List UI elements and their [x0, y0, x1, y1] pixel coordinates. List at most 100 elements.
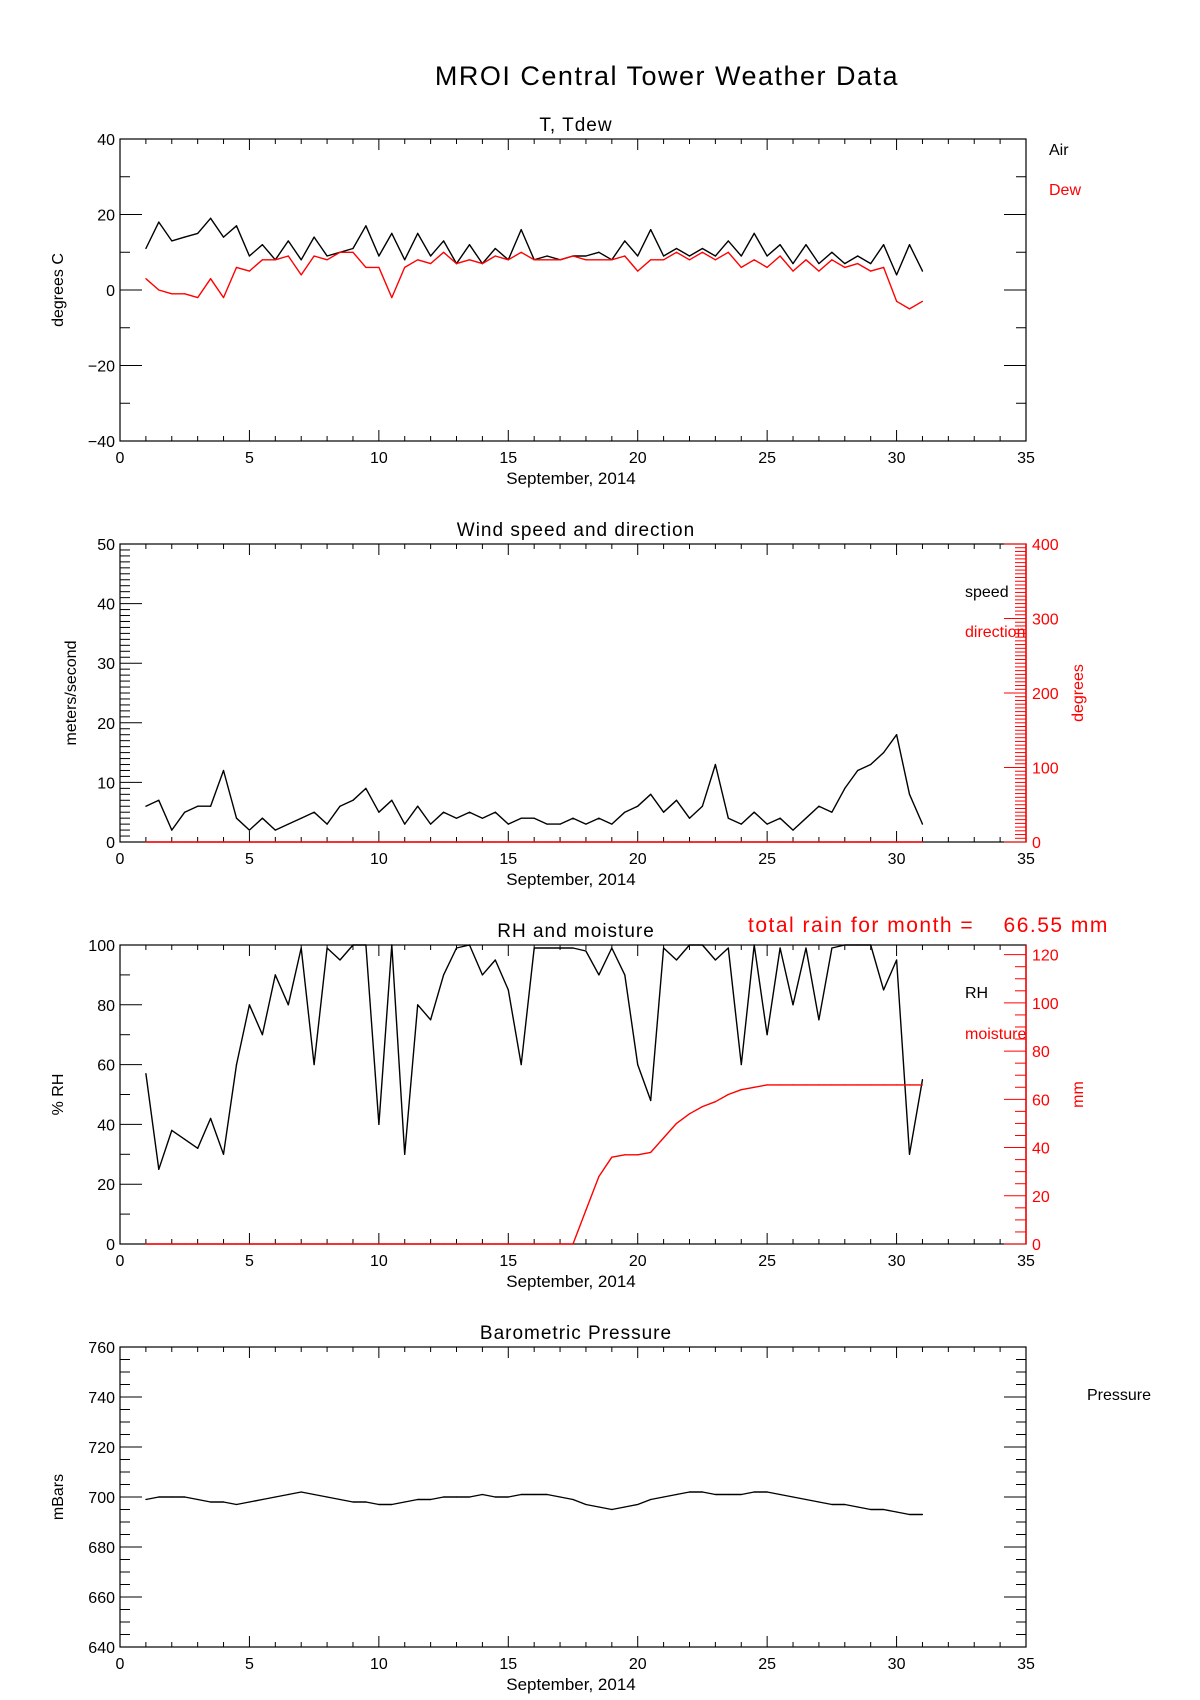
data-point — [197, 296, 199, 299]
data-point — [210, 805, 212, 807]
data-point — [818, 805, 820, 807]
data-point — [520, 1243, 522, 1245]
y2-axis-label: mm — [1070, 1081, 1087, 1108]
data-point — [921, 1513, 924, 1516]
x-tick-label: 10 — [370, 851, 388, 868]
data-point — [533, 817, 535, 819]
data-point — [468, 244, 471, 246]
data-point — [857, 769, 859, 772]
legend-rh: RH — [965, 985, 988, 1002]
data-point — [442, 1243, 445, 1245]
data-point — [339, 1243, 341, 1245]
x-tick-label: 0 — [116, 851, 125, 868]
data-point — [222, 841, 225, 843]
data-point — [481, 1243, 483, 1245]
y-tick-label: 80 — [97, 998, 115, 1015]
data-point — [417, 805, 419, 807]
x-tick-label: 35 — [1017, 450, 1035, 467]
data-point — [688, 1113, 691, 1115]
data-point — [572, 1498, 574, 1501]
data-point — [637, 1154, 639, 1156]
data-point — [197, 841, 199, 843]
data-point — [585, 1503, 587, 1506]
data-point — [261, 259, 263, 261]
data-point — [650, 793, 652, 795]
data-point — [494, 255, 496, 257]
data-point — [585, 841, 587, 843]
data-point — [455, 817, 458, 819]
data-point — [326, 259, 328, 261]
data-point — [313, 841, 315, 843]
data-point — [546, 823, 548, 825]
data-point — [805, 841, 807, 843]
data-point — [637, 805, 639, 807]
data-point — [248, 841, 251, 843]
data-point — [352, 799, 354, 801]
data-point — [598, 251, 600, 253]
data-point — [507, 823, 509, 825]
data-point — [442, 974, 445, 976]
data-point — [287, 823, 289, 825]
data-point — [313, 1243, 315, 1245]
data-point — [857, 944, 859, 946]
data-point — [507, 989, 509, 991]
x-tick-label: 15 — [499, 1656, 517, 1673]
data-point — [870, 841, 872, 843]
data-point — [805, 259, 807, 261]
plot-frame — [119, 1346, 1027, 1648]
data-point — [235, 817, 238, 819]
data-point — [585, 255, 587, 257]
data-point — [248, 829, 251, 831]
data-point — [585, 1209, 587, 1211]
data-point — [611, 1156, 613, 1158]
x-tick-label: 5 — [245, 1656, 254, 1673]
x-tick-label: 20 — [629, 1253, 647, 1270]
data-point — [701, 251, 704, 253]
data-point — [417, 1498, 419, 1501]
y2-tick-label: 100 — [1032, 996, 1059, 1013]
data-point — [572, 841, 574, 843]
y-tick-label: 720 — [88, 1440, 115, 1457]
y-axis-label: % RH — [50, 1074, 67, 1116]
data-point — [650, 1151, 652, 1153]
data-point — [831, 947, 833, 949]
x-tick-label: 20 — [629, 450, 647, 467]
data-point — [378, 1243, 380, 1245]
data-point — [908, 1513, 911, 1516]
y2-tick-label: 0 — [1032, 835, 1041, 852]
data-point — [158, 841, 160, 843]
data-point — [261, 244, 263, 246]
data-point — [714, 1493, 716, 1496]
data-point — [417, 841, 419, 843]
data-point — [844, 787, 846, 789]
data-point — [831, 259, 833, 261]
data-point — [158, 289, 160, 291]
data-point — [197, 1498, 199, 1501]
y2-tick-label: 80 — [1032, 1044, 1050, 1061]
data-point — [507, 1243, 509, 1245]
data-point — [507, 259, 509, 261]
data-point — [326, 947, 328, 949]
data-point — [365, 944, 367, 946]
data-point — [197, 805, 199, 807]
data-point — [688, 259, 691, 261]
y-axis-label: degrees C — [50, 253, 67, 327]
x-tick-label: 0 — [116, 450, 125, 467]
data-point — [481, 817, 483, 819]
data-point — [585, 950, 587, 952]
data-point — [598, 817, 600, 819]
data-point — [624, 240, 626, 242]
data-point — [753, 232, 755, 234]
data-point — [404, 1501, 406, 1503]
data-point — [313, 236, 315, 238]
data-point — [481, 262, 483, 265]
data-point — [624, 1154, 626, 1156]
data-point — [895, 1084, 898, 1086]
data-point — [611, 1508, 613, 1511]
data-point — [572, 947, 574, 949]
data-point — [844, 1084, 846, 1086]
data-point — [598, 841, 600, 843]
data-point — [921, 1078, 924, 1081]
data-point — [637, 1503, 639, 1506]
series-line-rh — [145, 944, 924, 1171]
